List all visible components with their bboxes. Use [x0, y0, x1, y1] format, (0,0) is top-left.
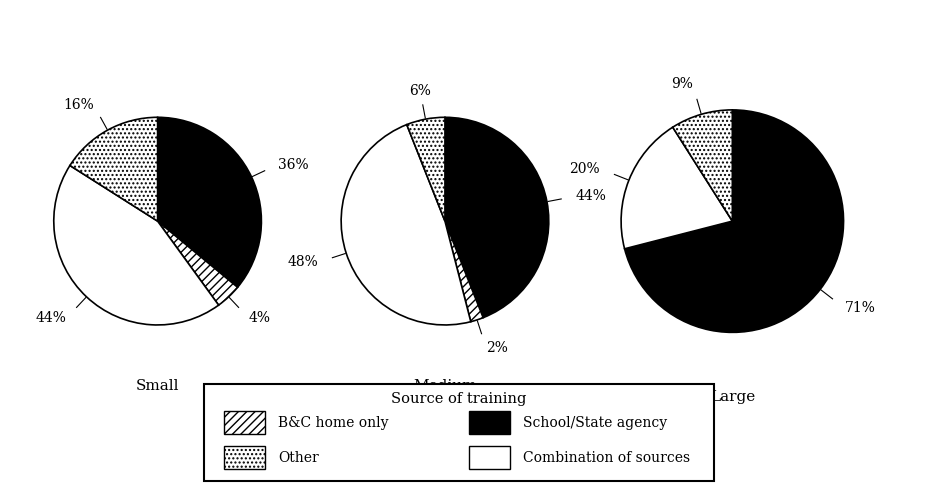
Text: 2%: 2%: [486, 341, 508, 354]
Text: 6%: 6%: [409, 84, 431, 98]
Wedge shape: [621, 127, 732, 249]
Bar: [469, 446, 510, 469]
Text: 44%: 44%: [576, 189, 606, 203]
Text: Medium: Medium: [413, 379, 476, 393]
Wedge shape: [445, 117, 549, 318]
Wedge shape: [70, 117, 158, 221]
Text: School/State agency: School/State agency: [523, 416, 667, 430]
Text: 16%: 16%: [63, 98, 94, 112]
Bar: [224, 411, 265, 434]
Wedge shape: [625, 110, 844, 332]
Text: 44%: 44%: [36, 311, 67, 325]
Bar: [224, 446, 265, 469]
Text: Source of training: Source of training: [391, 393, 527, 406]
Wedge shape: [341, 124, 471, 325]
Text: 71%: 71%: [844, 301, 876, 315]
Text: 20%: 20%: [569, 162, 600, 176]
Text: 4%: 4%: [248, 311, 271, 325]
Wedge shape: [445, 221, 483, 322]
Text: Other: Other: [278, 451, 319, 465]
Wedge shape: [54, 166, 219, 325]
Text: Small: Small: [136, 379, 179, 393]
Bar: [469, 411, 510, 434]
Text: B&C home only: B&C home only: [278, 416, 388, 430]
Wedge shape: [158, 117, 261, 287]
Wedge shape: [673, 110, 732, 221]
Wedge shape: [158, 221, 237, 305]
Text: Large: Large: [710, 390, 755, 404]
Wedge shape: [407, 117, 445, 221]
Text: 9%: 9%: [671, 77, 692, 91]
Text: Combination of sources: Combination of sources: [523, 451, 690, 465]
Text: 48%: 48%: [287, 255, 319, 269]
Text: 36%: 36%: [278, 157, 309, 172]
